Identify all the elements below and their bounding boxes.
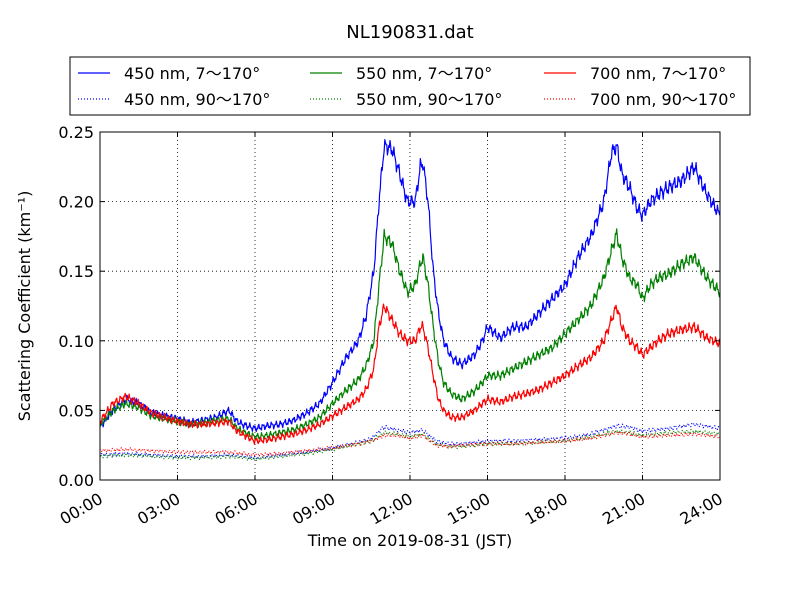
y-tick-label: 0.00 [58, 471, 94, 490]
grid-lines [100, 132, 720, 480]
series-line-6 [99, 430, 721, 457]
x-tick-label: 24:00 [677, 489, 726, 529]
y-tick-label: 0.25 [58, 123, 94, 142]
legend-entry: 550 nm, 90～170° [356, 90, 502, 109]
legend-entry: 700 nm, 7～170° [590, 64, 726, 83]
x-tick-label: 21:00 [599, 489, 648, 529]
series-line-1 [99, 139, 721, 432]
x-tick-label: 09:00 [289, 489, 338, 529]
y-axis-label: Scattering Coefficient (km⁻¹) [15, 191, 34, 422]
x-tick-label: 12:00 [367, 489, 416, 529]
y-tick-label: 0.10 [58, 332, 94, 351]
series-lines [99, 139, 721, 462]
x-tick-label: 15:00 [444, 489, 493, 529]
x-tick-label: 00:00 [57, 489, 106, 529]
legend-entry: 700 nm, 90～170° [590, 90, 736, 109]
x-axis-label: Time on 2019-08-31 (JST) [307, 531, 512, 550]
y-tick-label: 0.15 [58, 262, 94, 281]
legend-entry: 550 nm, 7～170° [356, 64, 492, 83]
y-tick-label: 0.20 [58, 193, 94, 212]
legend: 450 nm, 7～170° 450 nm, 90～170° 550 nm, 7～1… [69, 56, 751, 116]
legend-entry: 450 nm, 90～170° [124, 90, 270, 109]
x-tick-label: 06:00 [212, 489, 261, 529]
x-tick-label: 18:00 [522, 489, 571, 529]
series-line-3 [99, 303, 721, 445]
y-tick-label: 0.05 [58, 401, 94, 420]
legend-entry: 450 nm, 7～170° [124, 64, 260, 83]
chart-title: NL190831.dat [346, 22, 473, 43]
legend-box [69, 56, 751, 116]
series-line-4 [99, 422, 721, 460]
x-tick-label: 03:00 [134, 489, 183, 529]
